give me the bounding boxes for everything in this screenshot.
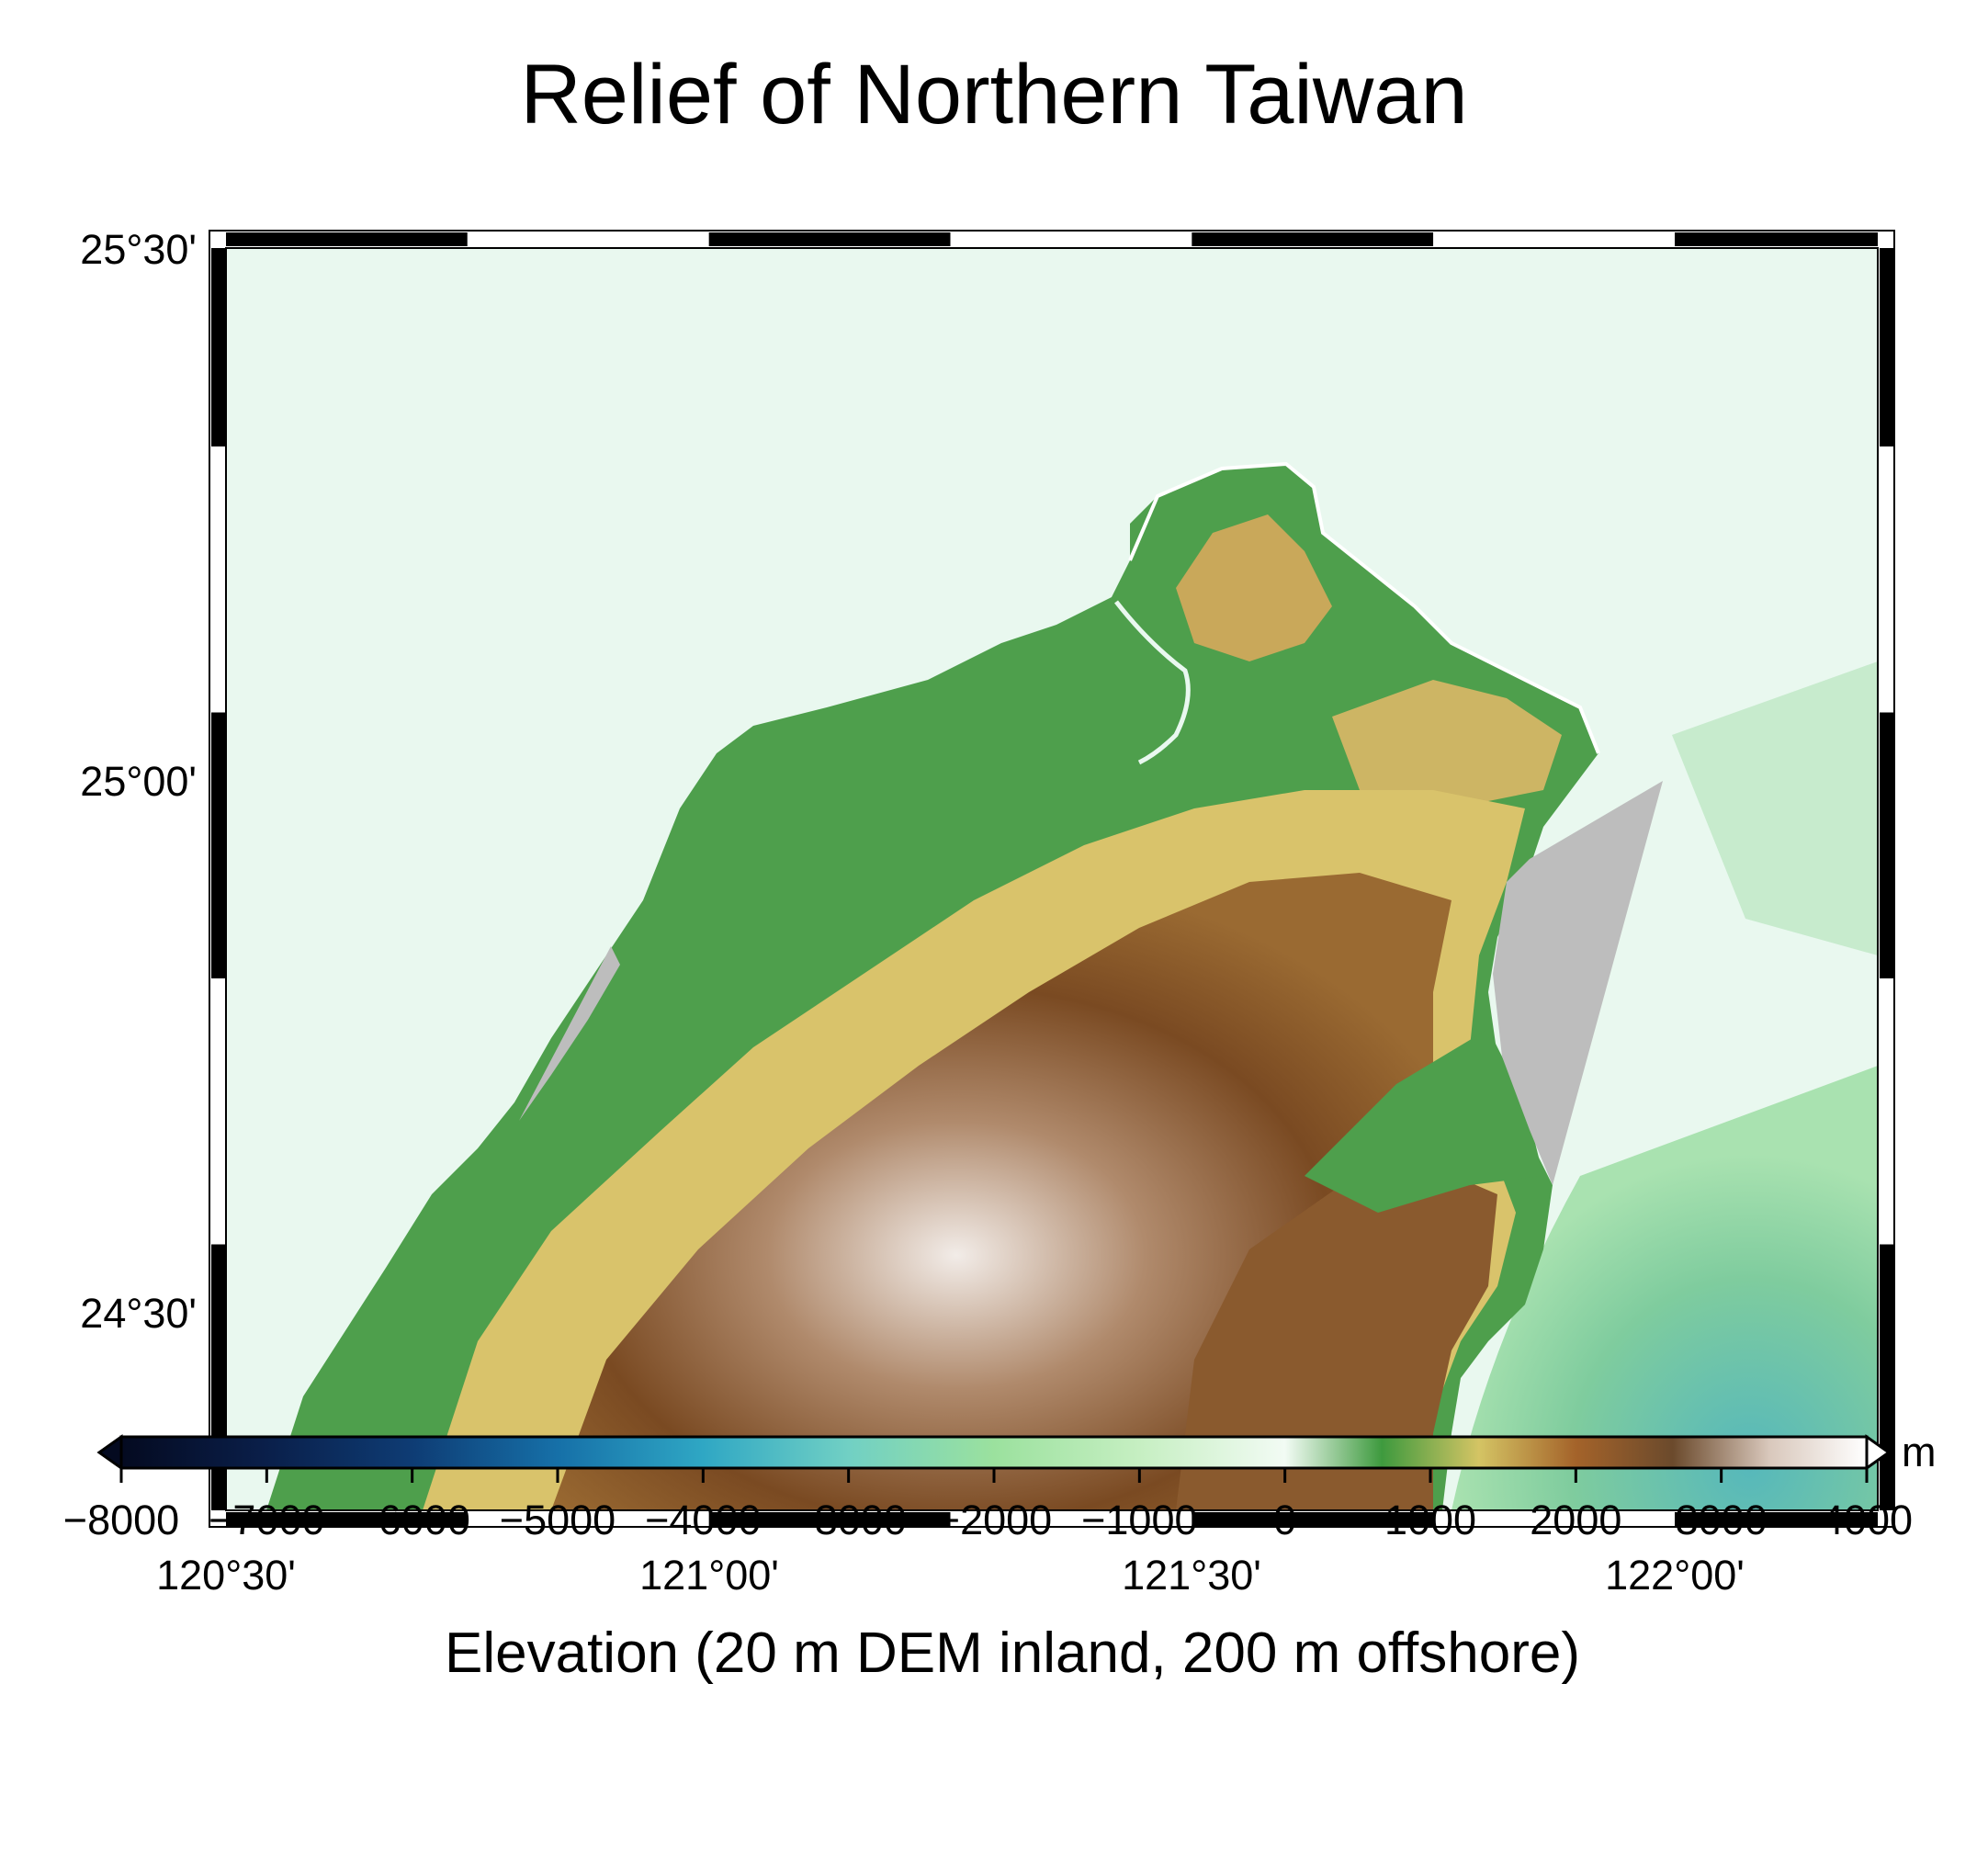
frame-segment: [211, 446, 225, 713]
frame-segment: [467, 232, 709, 246]
offshore-ridge: [1672, 661, 1878, 955]
frame-segment: [1433, 232, 1675, 246]
lat-label-2: 25°00': [80, 758, 197, 805]
longitude-labels: 120°30' 121°00' 121°30' 122°00': [156, 1552, 1745, 1599]
tamsui-river: [1114, 600, 1191, 765]
nodata-east: [1493, 781, 1663, 1185]
coastline: [1128, 461, 1600, 754]
colorbar-tick-label: −8000: [63, 1497, 179, 1543]
colorbar-bar: [119, 1435, 1869, 1470]
lon-label-2: 121°00': [639, 1552, 779, 1599]
colorbar-tick-label: −6000: [354, 1497, 469, 1543]
lon-label-3: 121°30': [1122, 1552, 1261, 1599]
frame-segment: [1675, 1512, 1878, 1526]
colorbar-right-arrow: [1865, 1434, 1892, 1471]
frame-segment: [1880, 1244, 1893, 1510]
map-title: Relief of Northern Taiwan: [520, 48, 1468, 141]
colorbar-tick-label: −1000: [1081, 1497, 1197, 1543]
lat-label-1: 25°30': [80, 226, 197, 273]
colorbar-unit: m: [1902, 1429, 1937, 1475]
colorbar-title: Elevation (20 m DEM inland, 200 m offsho…: [445, 1621, 1580, 1685]
map-area: [226, 248, 1878, 1510]
colorbar-tick-label: −4000: [645, 1497, 761, 1543]
frame-segment: [708, 232, 951, 246]
frame-segment: [1675, 232, 1878, 246]
colorbar-tick-label: −7000: [209, 1497, 324, 1543]
frame-segment: [211, 978, 225, 1245]
colorbar-tick-label: 0: [1273, 1497, 1296, 1543]
colorbar-tick-label: 4000: [1821, 1497, 1913, 1543]
frame-segment: [1880, 712, 1893, 978]
latitude-labels: 25°30' 25°00' 24°30': [80, 226, 197, 1337]
frame-segment: [1192, 1512, 1434, 1526]
colorbar-tick-label: 3000: [1676, 1497, 1768, 1543]
frame-segment: [211, 248, 225, 446]
frame-segment: [1880, 248, 1893, 446]
lanyang-plain: [1305, 1029, 1543, 1213]
colorbar-tick-label: −5000: [500, 1497, 616, 1543]
nodata-west: [519, 946, 620, 1121]
frame-segment: [1192, 232, 1434, 246]
frame-segment: [226, 1512, 468, 1526]
frame-segment: [950, 232, 1192, 246]
frame-segment: [708, 1512, 951, 1526]
frame-segment: [467, 1512, 709, 1526]
frame-segment: [950, 1512, 1192, 1526]
frame-segment: [1880, 978, 1893, 1245]
lon-label-1: 120°30': [156, 1552, 296, 1599]
colorbar: Elevation (20 m DEM inland, 200 m offsho…: [63, 1429, 1937, 1685]
colorbar-ticks: −8000 −7000 −6000 −5000 −4000 −3000 −2000 −1000…: [63, 1468, 1913, 1543]
datun-hills: [1176, 514, 1332, 661]
colorbar-tick-label: −3000: [790, 1497, 906, 1543]
southeast-range: [1176, 1167, 1497, 1510]
lon-label-4: 122°00': [1605, 1552, 1745, 1599]
colorbar-left-arrow: [96, 1434, 123, 1471]
frame-segment: [211, 712, 225, 978]
frame-segment: [1433, 1512, 1675, 1526]
frame-segment: [211, 1244, 225, 1510]
colorbar-tick-label: 1000: [1384, 1497, 1476, 1543]
frame-segment: [226, 232, 468, 246]
colorbar-tick-label: 2000: [1530, 1497, 1621, 1543]
offshore-shelf: [1451, 1066, 1878, 1510]
northeast-hills: [1332, 680, 1562, 808]
frame-segment: [1880, 446, 1893, 713]
colorbar-tick-label: −2000: [936, 1497, 1052, 1543]
lat-label-3: 24°30': [80, 1290, 197, 1337]
